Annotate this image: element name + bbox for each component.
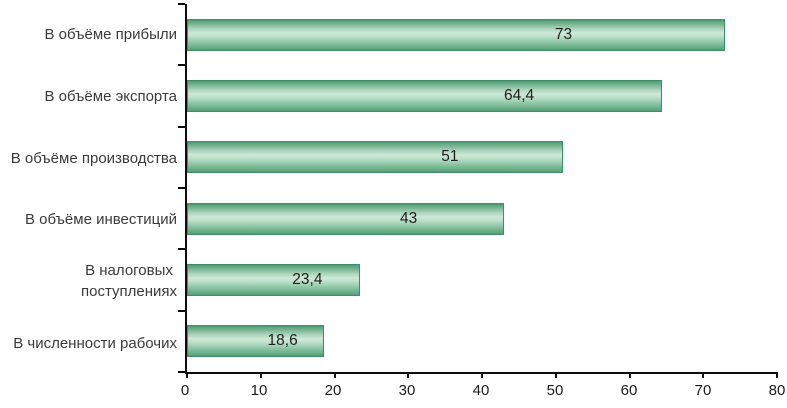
category-axis-labels: В объёме прибыли В объёме экспорта В объём… — [0, 4, 177, 374]
x-axis-tick-label: 20 — [324, 382, 342, 399]
bar-value-label: 73 — [554, 25, 573, 43]
category-label-text: В налоговых поступлениях — [80, 262, 177, 301]
x-axis-tick-mark — [186, 372, 188, 378]
data-bar: 43 — [187, 202, 505, 235]
y-axis-tick-mark — [178, 64, 185, 67]
category-label: В объёме инвестиций — [0, 189, 177, 251]
data-bar: 18,6 — [187, 325, 325, 358]
category-label: В налоговых поступлениях — [0, 251, 177, 313]
x-axis-tick-label: 10 — [250, 382, 268, 399]
y-axis-tick-mark — [178, 309, 185, 312]
bar-value-label: 23,4 — [292, 270, 323, 288]
category-label-text: В объёме инвестиций — [24, 211, 177, 229]
x-axis-tick-mark — [702, 372, 705, 378]
x-axis-tick-mark — [333, 372, 336, 378]
x-axis-tick-label: 80 — [768, 382, 786, 399]
bars-layer: 73 64,4 51 43 23,4 18,6 — [187, 4, 777, 372]
x-axis-tick-label: 60 — [620, 382, 638, 399]
x-axis-tick-mark — [554, 372, 557, 378]
bar-value-label: 18,6 — [267, 332, 298, 350]
data-bar: 73 — [187, 18, 726, 51]
y-axis-tick-mark — [178, 187, 185, 189]
y-axis-tick-mark — [178, 125, 185, 128]
bar-row: 43 — [187, 188, 777, 249]
category-label: В численности рабочих — [0, 312, 177, 374]
x-axis-tick-label: 30 — [398, 382, 416, 399]
bar-row: 18,6 — [187, 311, 777, 372]
x-axis-tick-mark — [407, 372, 410, 378]
category-label: В объёме экспорта — [0, 66, 177, 128]
category-label-text: В объёме производства — [10, 149, 177, 167]
data-bar: 51 — [187, 141, 564, 174]
x-axis-tick-label: 50 — [546, 382, 564, 399]
bar-row: 73 — [187, 4, 777, 65]
y-axis-tick-mark — [178, 248, 185, 251]
category-label-text: В объёме экспорта — [44, 87, 177, 105]
data-bar: 23,4 — [187, 263, 360, 296]
bar-row: 51 — [187, 127, 777, 188]
category-label-text: В численности рабочих — [13, 334, 177, 352]
bar-value-label: 64,4 — [503, 86, 535, 104]
plot-area: 73 64,4 51 43 23,4 18,6 — [178, 3, 778, 378]
x-axis-tick-mark — [481, 372, 483, 378]
bar-row: 64,4 — [187, 65, 777, 126]
x-axis-tick-label: 70 — [694, 382, 712, 399]
y-axis-tick-mark — [178, 371, 185, 373]
category-label: В объёме производства — [0, 127, 177, 189]
bar-value-label: 43 — [399, 209, 418, 227]
y-axis-tick-mark — [178, 3, 185, 5]
x-axis-tick-mark — [628, 372, 631, 378]
bar-row: 23,4 — [187, 249, 777, 310]
category-label-text: В объёме прибыли — [44, 26, 178, 44]
bar-value-label: 51 — [441, 148, 459, 166]
data-bar: 64,4 — [187, 79, 662, 112]
category-label: В объёме прибыли — [0, 4, 178, 66]
x-axis-tick-mark — [776, 372, 778, 378]
x-axis-tick-label: 40 — [472, 382, 490, 399]
x-axis-tick-labels: 0 10 20 30 40 50 60 70 80 — [181, 382, 786, 404]
x-axis-tick-label: 0 — [180, 382, 190, 399]
x-axis-tick-mark — [259, 372, 262, 378]
